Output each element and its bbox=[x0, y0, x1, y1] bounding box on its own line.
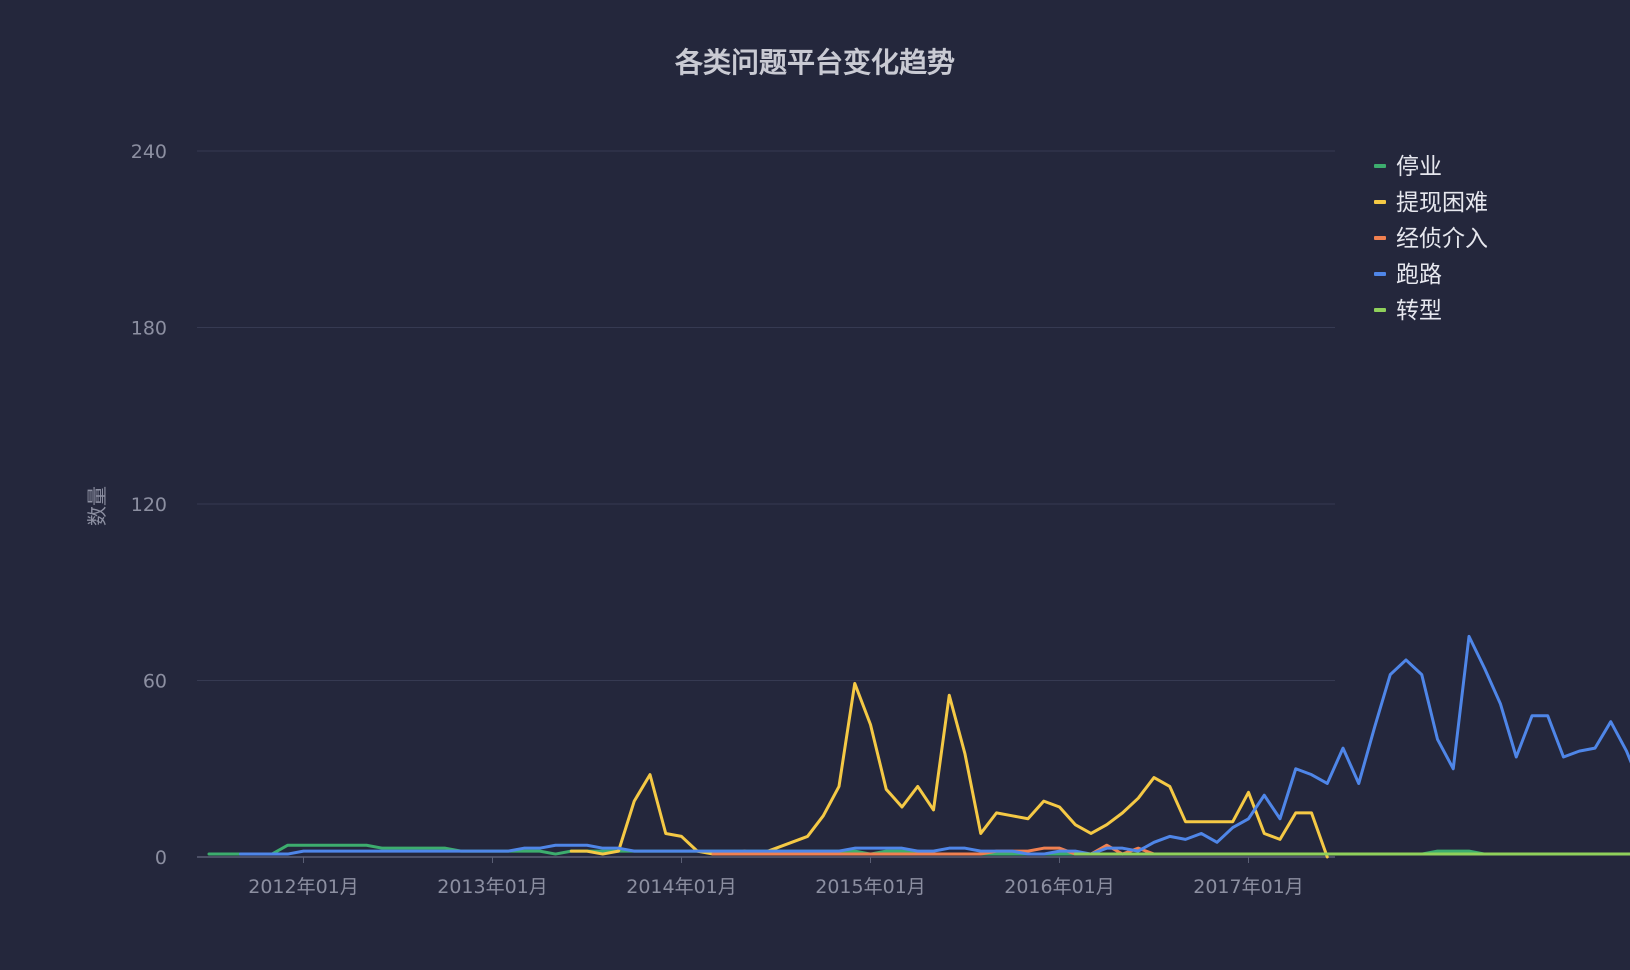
legend-swatch bbox=[1374, 236, 1386, 240]
legend-swatch bbox=[1374, 164, 1386, 168]
y-tick-label: 60 bbox=[143, 671, 167, 693]
grid-lines bbox=[197, 150, 1335, 681]
x-tick-label: 2017年01月 bbox=[1193, 876, 1304, 898]
legend-label: 转型 bbox=[1396, 298, 1442, 324]
legend-label: 提现困难 bbox=[1396, 190, 1488, 216]
x-tick-label: 2016年01月 bbox=[1004, 876, 1115, 898]
y-tick-label: 240 bbox=[131, 141, 167, 163]
x-tick-label: 2012年01月 bbox=[248, 876, 359, 898]
y-axis-ticks: 0 60 120 180 240 bbox=[131, 141, 167, 869]
y-tick-label: 120 bbox=[131, 494, 167, 516]
series-line-2[interactable] bbox=[569, 681, 1329, 859]
legend-item[interactable]: 提现困难 bbox=[1374, 190, 1488, 216]
x-tick-label: 2014年01月 bbox=[626, 876, 737, 898]
series-lines bbox=[207, 283, 1630, 859]
legend-item[interactable]: 跑路 bbox=[1374, 262, 1442, 288]
y-tick-label: 180 bbox=[131, 318, 167, 340]
legend-item[interactable]: 经侦介入 bbox=[1374, 226, 1488, 252]
y-axis-label: 数量 bbox=[85, 486, 109, 526]
legend-label: 经侦介入 bbox=[1396, 226, 1488, 252]
legend-item[interactable]: 转型 bbox=[1374, 298, 1442, 324]
chart-title: 各类问题平台变化趋势 bbox=[674, 46, 955, 79]
y-tick-label: 0 bbox=[155, 847, 167, 869]
x-tick-label: 2013年01月 bbox=[437, 876, 548, 898]
legend-swatch bbox=[1374, 308, 1386, 312]
x-axis-ticks: 2012年01月 2013年01月 2014年01月 2015年01月 2016年01月… bbox=[248, 857, 1304, 898]
legend-label: 停业 bbox=[1396, 154, 1442, 180]
legend-swatch bbox=[1374, 200, 1386, 204]
legend-label: 跑路 bbox=[1396, 262, 1442, 288]
series-line-4[interactable] bbox=[239, 634, 1630, 856]
x-tick-label: 2015年01月 bbox=[815, 876, 926, 898]
series-line-1[interactable] bbox=[207, 283, 1630, 856]
series-line-5[interactable] bbox=[1073, 831, 1630, 856]
legend-swatch bbox=[1374, 272, 1386, 276]
legend-item[interactable]: 停业 bbox=[1374, 154, 1442, 180]
